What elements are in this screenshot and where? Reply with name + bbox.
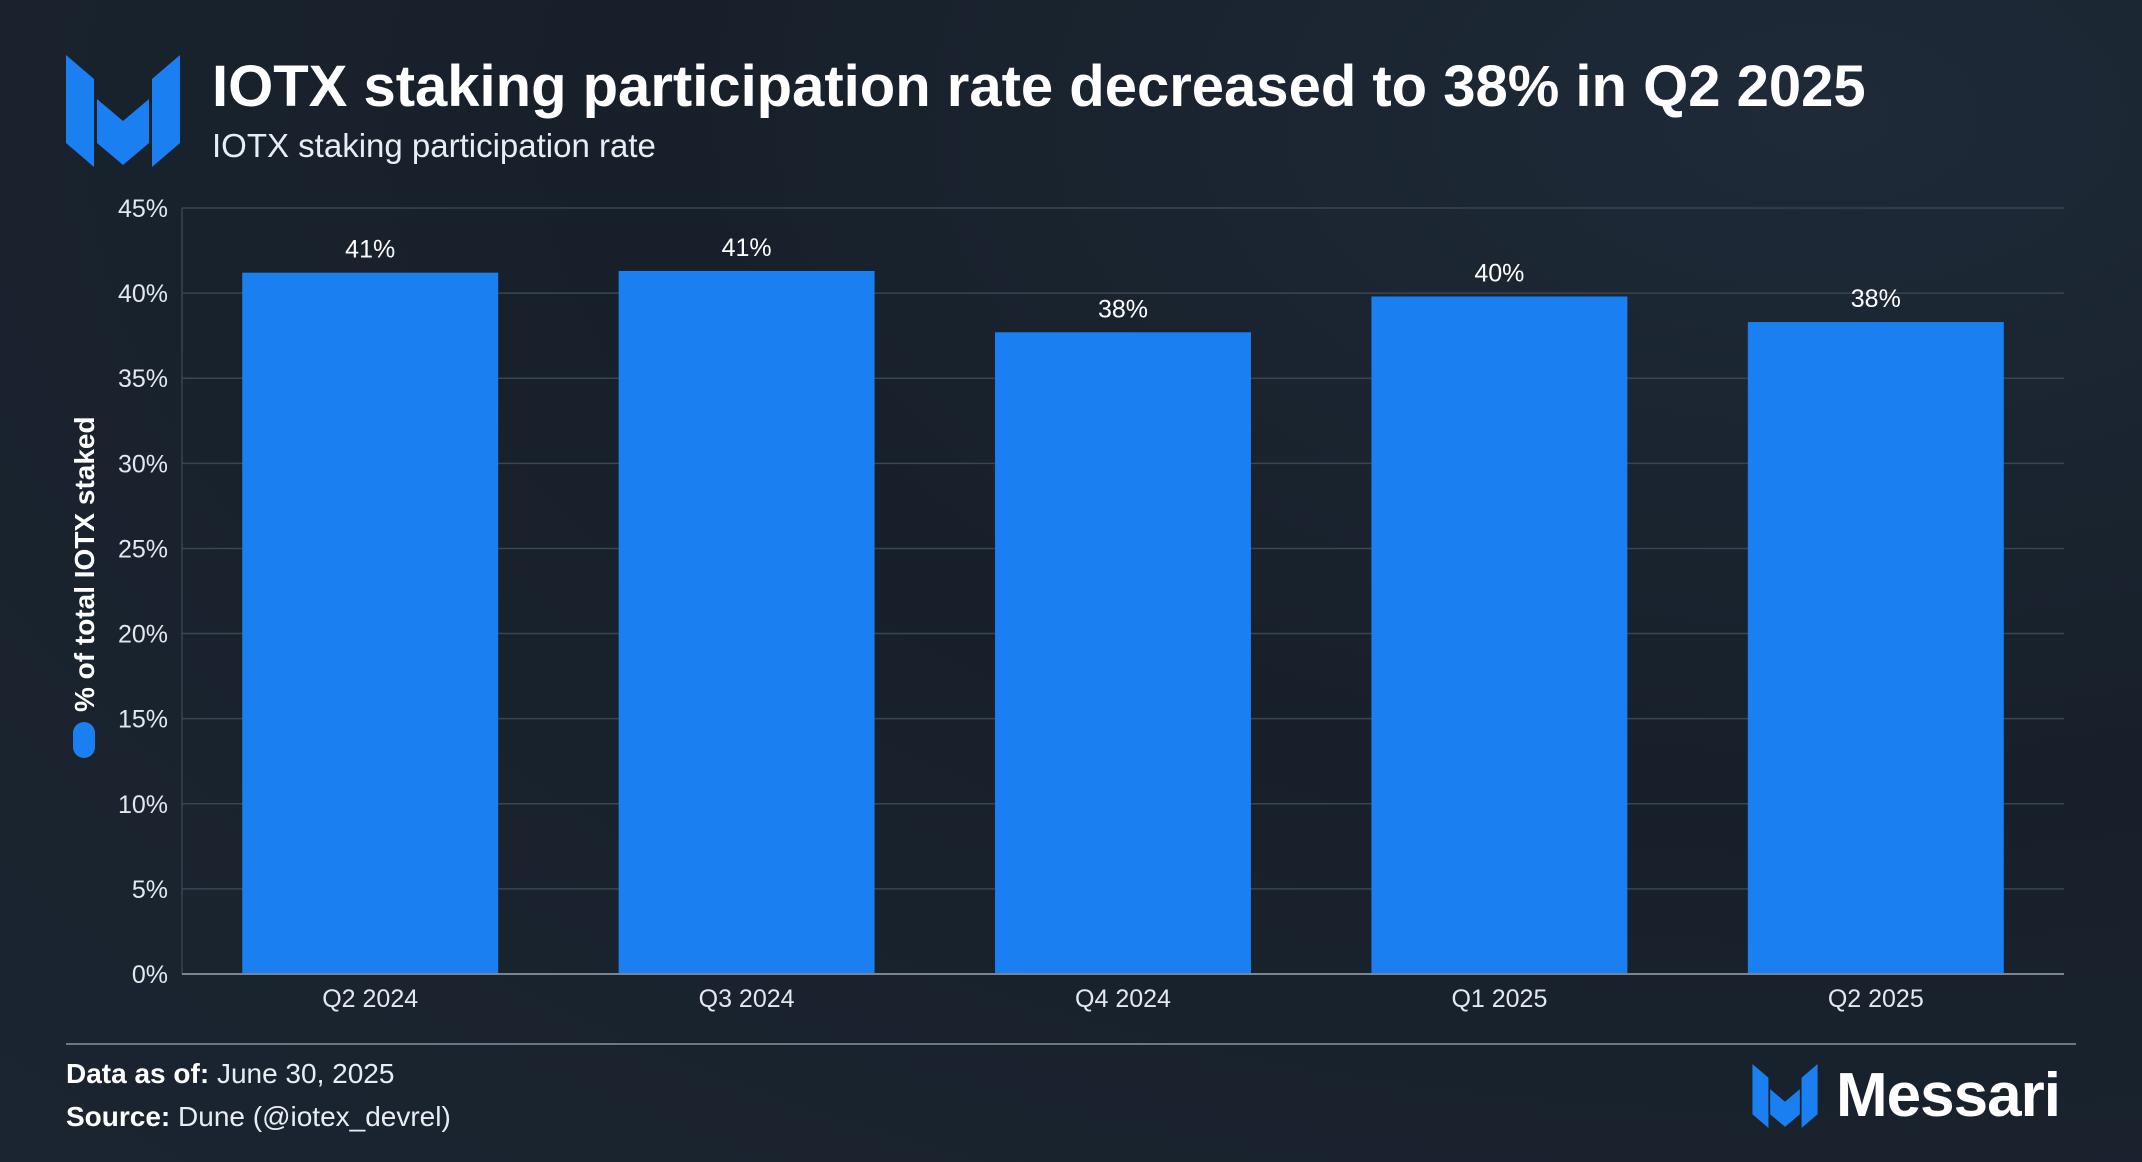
- y-axis-ticks: 0% 5% 10% 15% 20% 25% 30% 35% 40% 45%: [118, 195, 168, 989]
- x-axis-ticks: Q2 2024 Q3 2024 Q4 2024 Q1 2025 Q2 2025: [322, 985, 1924, 1013]
- data-as-of-label: Data as of:: [66, 1058, 210, 1089]
- data-label: 40%: [1474, 260, 1524, 288]
- x-tick-label: Q2 2025: [1828, 985, 1924, 1013]
- source-value: Dune (@iotex_devrel): [178, 1101, 451, 1132]
- y-tick-label: 30%: [118, 450, 168, 478]
- chart-subtitle: IOTX staking participation rate: [212, 127, 656, 164]
- bar: [1371, 296, 1628, 974]
- bar: [1747, 322, 2004, 974]
- data-label: 38%: [1098, 295, 1148, 323]
- data-as-of-value: June 30, 2025: [216, 1058, 395, 1089]
- source: Source: Dune (@iotex_devrel): [66, 1100, 451, 1134]
- bar: [618, 270, 875, 975]
- x-tick-label: Q4 2024: [1075, 985, 1171, 1013]
- data-label: 41%: [345, 236, 395, 264]
- source-label: Source:: [66, 1101, 171, 1132]
- y-tick-label: 15%: [118, 706, 168, 734]
- y-tick-label: 20%: [118, 621, 168, 649]
- chart-title: IOTX staking participation rate decrease…: [212, 54, 1866, 119]
- data-labels: 41% 41% 38% 40% 38%: [345, 234, 1901, 323]
- x-tick-label: Q2 2024: [322, 985, 418, 1013]
- legend-swatch-icon: [73, 722, 95, 758]
- brand-mark: Messari: [1752, 1061, 2061, 1130]
- data-as-of: Data as of: June 30, 2025: [66, 1057, 394, 1091]
- y-tick-label: 5%: [132, 876, 168, 904]
- bar: [242, 272, 499, 974]
- y-tick-label: 35%: [118, 365, 168, 393]
- brand-name: Messari: [1836, 1061, 2061, 1130]
- y-tick-label: 25%: [118, 535, 168, 563]
- y-tick-label: 45%: [118, 195, 168, 223]
- x-tick-label: Q3 2024: [699, 985, 795, 1013]
- data-label: 41%: [722, 234, 772, 262]
- messari-brand-logo-icon: [1752, 1064, 1818, 1128]
- bar: [995, 332, 1251, 974]
- messari-logo-icon: [66, 55, 180, 167]
- x-tick-label: Q1 2025: [1451, 985, 1547, 1013]
- y-tick-label: 10%: [118, 791, 168, 819]
- y-tick-label: 0%: [132, 961, 168, 989]
- data-label: 38%: [1851, 285, 1901, 313]
- y-axis-label: % of total IOTX staked: [69, 416, 100, 712]
- y-axis-title: % of total IOTX staked: [69, 416, 100, 758]
- footer-divider: [66, 1043, 2076, 1045]
- y-tick-label: 40%: [118, 280, 168, 308]
- bars: [242, 270, 2004, 975]
